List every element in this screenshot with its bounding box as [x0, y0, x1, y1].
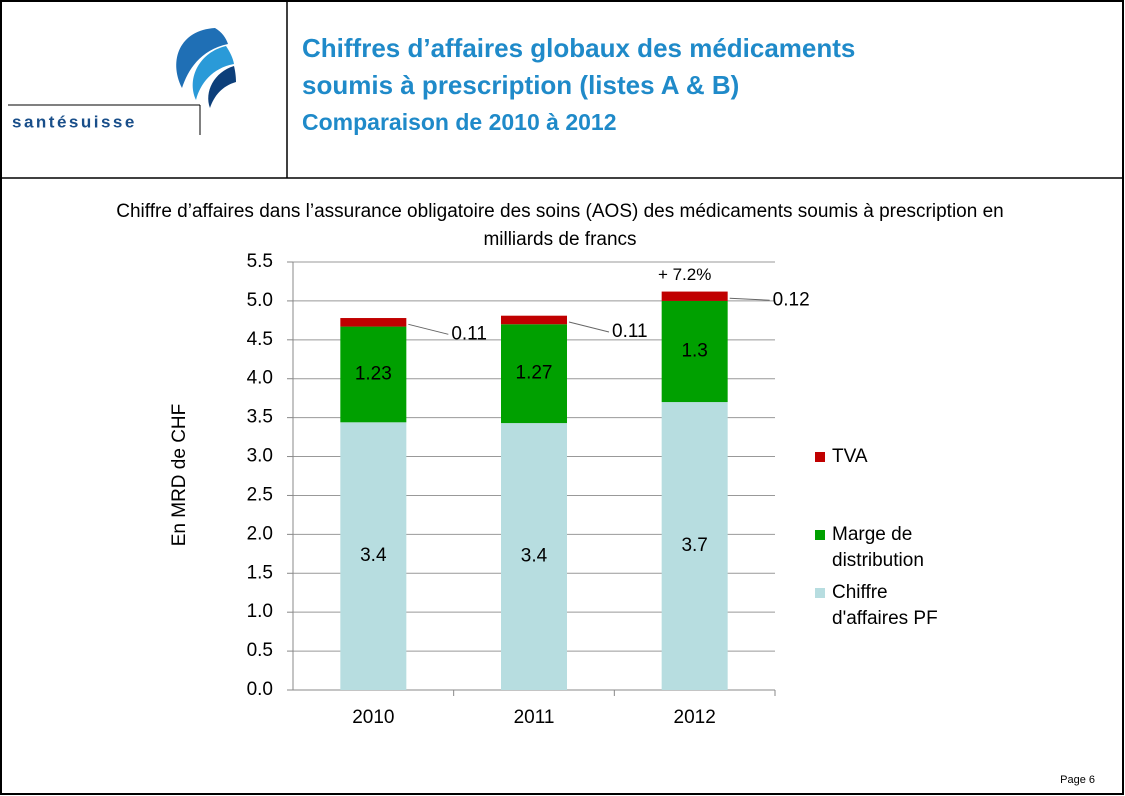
data-label: 0.11 [612, 321, 648, 342]
x-tick-label: 2012 [674, 707, 716, 728]
logo-text: santésuisse [12, 112, 137, 131]
x-tick-label: 2011 [514, 707, 555, 728]
bar-segment [340, 422, 407, 690]
x-tick-label: 2010 [352, 707, 394, 728]
bar-segment [340, 318, 407, 327]
logo-swoosh [176, 28, 236, 108]
legend-swatch [815, 530, 825, 540]
title-line: Chiffres d’affaires globaux des médicame… [302, 33, 856, 63]
page-number: Page 6 [1060, 774, 1095, 786]
chart-title: Chiffre d’affaires dans l’assurance obli… [116, 201, 1004, 250]
y-tick-label: 2.5 [247, 484, 273, 505]
data-label: 0.11 [451, 323, 487, 344]
header-title: Chiffres d’affaires globaux des médicame… [302, 30, 855, 141]
title-line: soumis à prescription (listes A & B) [302, 70, 740, 100]
leader-line [729, 297, 770, 301]
y-axis-label: En MRD de CHF [169, 404, 190, 547]
y-tick-label: 4.0 [247, 368, 273, 389]
y-tick-label: 0.5 [247, 640, 273, 661]
bar-segment [501, 315, 567, 325]
y-tick-label: 3.5 [247, 407, 273, 428]
data-label: 0.12 [773, 289, 810, 310]
leader-line [568, 321, 610, 333]
data-label: 1.27 [516, 363, 553, 384]
legend-label: TVA [832, 446, 868, 467]
data-label: 3.4 [521, 546, 548, 567]
leader-line [408, 323, 449, 335]
bar-segment [340, 326, 407, 423]
y-tick-label: 3.0 [247, 446, 273, 467]
annotation: + 7.2% [658, 265, 711, 284]
y-tick-label: 1.5 [247, 562, 273, 583]
bar-segment [501, 324, 567, 424]
legend-swatch [815, 452, 825, 462]
subtitle: Comparaison de 2010 à 2012 [302, 109, 617, 135]
bar-segment [661, 402, 728, 690]
y-tick-label: 5.0 [247, 290, 273, 311]
y-tick-label: 1.0 [247, 601, 273, 622]
y-tick-label: 2.0 [247, 523, 273, 544]
legend-label: Marge de distribution [832, 524, 924, 571]
legend-label: Chiffre d'affaires PF [832, 582, 938, 629]
data-label: 1.3 [681, 341, 707, 362]
y-tick-label: 5.5 [247, 251, 273, 272]
data-label: 3.4 [360, 545, 387, 566]
y-tick-label: 0.0 [247, 679, 273, 700]
bar-segment [661, 291, 728, 301]
data-label: 3.7 [681, 535, 707, 556]
legend-swatch [815, 588, 825, 598]
bar-segment [661, 300, 728, 403]
bar-segment [501, 423, 567, 690]
data-label: 1.23 [355, 363, 392, 384]
y-tick-label: 4.5 [247, 329, 273, 350]
